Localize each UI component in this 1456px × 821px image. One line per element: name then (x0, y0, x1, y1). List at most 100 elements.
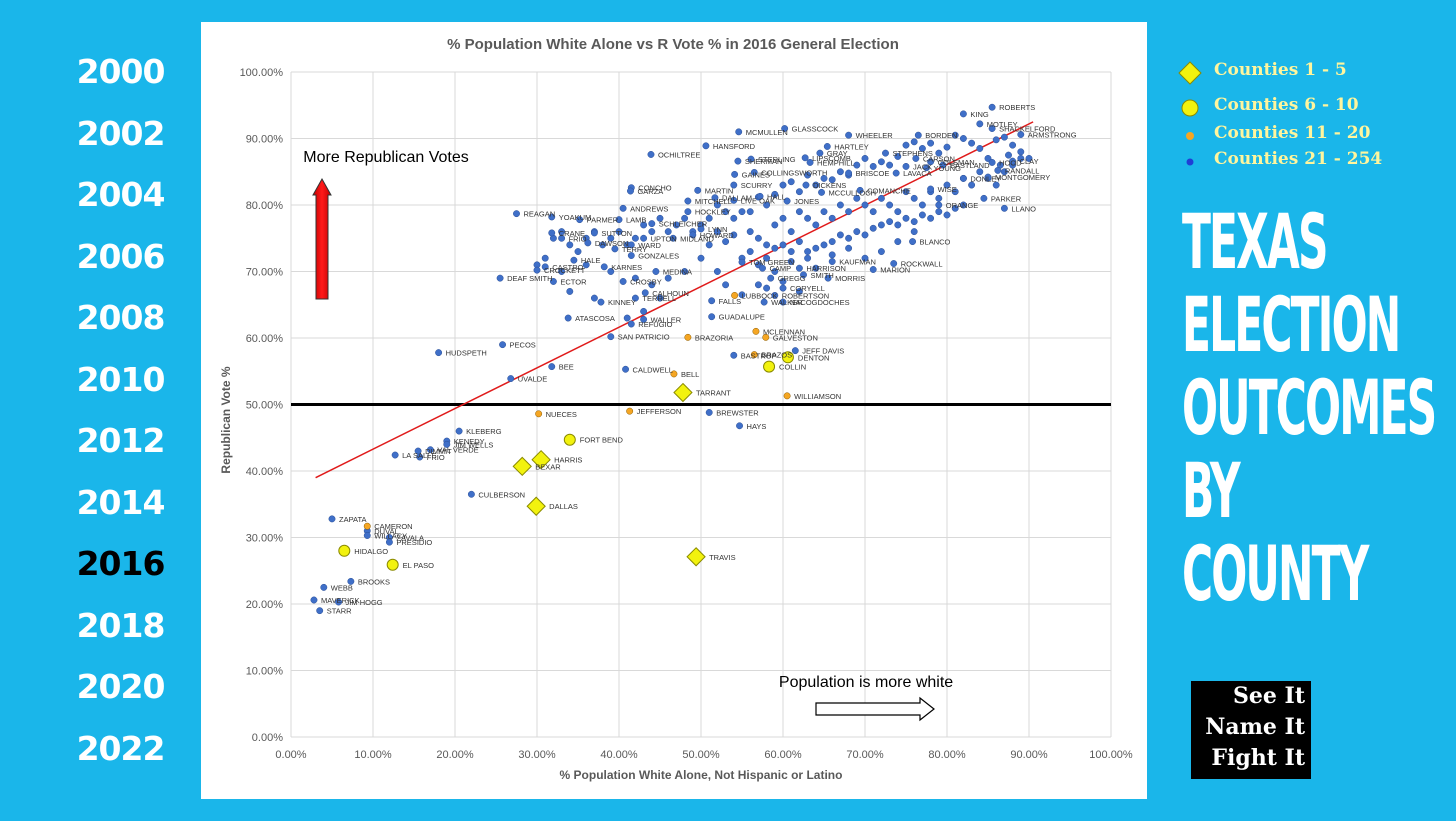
county-label: LIPSCOMB (812, 154, 851, 163)
county-label: EL PASO (403, 561, 434, 570)
y-tick-label: 10.00% (246, 666, 284, 678)
county-point (779, 214, 787, 222)
county-point (918, 201, 926, 209)
county-label: DENTON (798, 353, 830, 362)
county-point-top20 (363, 522, 371, 530)
county-point (812, 244, 820, 252)
county-point (988, 103, 996, 111)
county-point-top20 (535, 410, 543, 418)
badge-line: Name It (1205, 714, 1305, 740)
county-label: GRAY (827, 149, 848, 158)
county-point (984, 155, 992, 162)
county-label: HARTLEY (834, 142, 868, 151)
county-point (664, 228, 672, 236)
county-point (763, 254, 771, 262)
county-point (652, 268, 660, 275)
county-point (599, 241, 607, 249)
county-point (664, 274, 672, 282)
county-point (541, 263, 549, 271)
county-point (994, 166, 1002, 174)
county-label: DAWSON (595, 239, 628, 248)
chart-title: % Population White Alone vs R Vote % in … (447, 36, 899, 53)
year-2018: 2018 (76, 605, 166, 645)
big-title-line: BY (1182, 446, 1241, 535)
see-it-name-it-fight-it-badge: See It Name It Fight It (1191, 681, 1311, 779)
county-point (910, 138, 918, 146)
county-point-top5 (512, 456, 532, 477)
county-label: SCURRY (741, 181, 773, 190)
county-label: CRANE (559, 229, 585, 238)
county-label: MARION (880, 266, 910, 275)
county-point (886, 201, 894, 209)
county-point (779, 181, 787, 189)
county-point (787, 228, 795, 236)
county-point (890, 260, 898, 267)
county-point (705, 241, 713, 249)
county-point (507, 375, 515, 383)
county-label: BROOKS (358, 577, 390, 586)
big-title-line: ELECTION (1182, 280, 1401, 369)
county-label: HARRISON (806, 264, 846, 273)
county-point (828, 176, 836, 184)
county-point (681, 214, 689, 222)
x-tick-label: 90.00% (1010, 749, 1048, 761)
x-tick-label: 40.00% (600, 749, 638, 761)
county-point (804, 171, 812, 179)
county-point (959, 201, 967, 209)
county-point (923, 164, 930, 172)
county-point (976, 145, 984, 152)
county-label: GONZALES (638, 252, 679, 261)
y-axis-label: Republican Vote % (219, 366, 233, 473)
county-point (647, 151, 655, 158)
big-title-line: COUNTY (1182, 529, 1369, 618)
county-label: DEAF SMITH (507, 274, 552, 283)
badge-line: See It (1233, 683, 1305, 709)
county-label: CAMP (770, 264, 792, 273)
county-label: STERLING (758, 155, 796, 164)
county-point (713, 201, 721, 209)
county-label: CROSBY (630, 277, 662, 286)
county-point (828, 238, 836, 246)
year-2010: 2010 (76, 359, 166, 399)
county-point (795, 188, 803, 196)
county-point (927, 158, 935, 166)
county-label: COLLINGSWORTH (761, 168, 827, 177)
county-point (1017, 148, 1025, 156)
y-tick-label: 20.00% (246, 599, 284, 611)
badge-line: Fight It (1211, 745, 1305, 771)
county-point (684, 197, 692, 205)
county-label: WILLACY (374, 532, 407, 541)
county-point (722, 281, 730, 289)
county-point (836, 201, 844, 209)
year-2014: 2014 (76, 482, 166, 522)
county-point (820, 208, 828, 216)
county-point (869, 224, 877, 232)
scatter-chart: % Population White Alone vs R Vote % in … (219, 36, 1133, 782)
county-point (787, 178, 795, 186)
x-axis-ticks: 0.00% 10.00% 20.00% 30.00% 40.00% 50.00% 60.00… (275, 749, 1133, 761)
county-label: FALLS (719, 297, 742, 306)
county-label: COMANCHE (867, 186, 911, 195)
county-point (730, 214, 738, 222)
county-point-top5 (686, 547, 706, 567)
county-label: CLAY (1020, 157, 1039, 166)
county-label: ORANGE (946, 201, 979, 210)
county-point (763, 284, 771, 292)
county-point (1000, 133, 1008, 141)
legend-item: Counties 11 - 20 (1176, 123, 1446, 149)
county-point (363, 532, 371, 539)
county-point (455, 427, 463, 435)
county-label: BORDEN (925, 131, 957, 140)
county-point (902, 188, 910, 196)
county-point (927, 185, 935, 193)
county-label: RANDALL (1005, 166, 1040, 175)
x-tick-label: 60.00% (764, 749, 802, 761)
county-point (927, 139, 935, 147)
county-point (631, 234, 639, 242)
county-label: MONTGOMERY (995, 173, 1050, 182)
county-point (845, 244, 853, 252)
county-label: ROBERTSON (782, 291, 829, 300)
county-point (1009, 141, 1017, 149)
county-label: GLASSCOCK (792, 125, 839, 134)
county-point (894, 221, 902, 229)
